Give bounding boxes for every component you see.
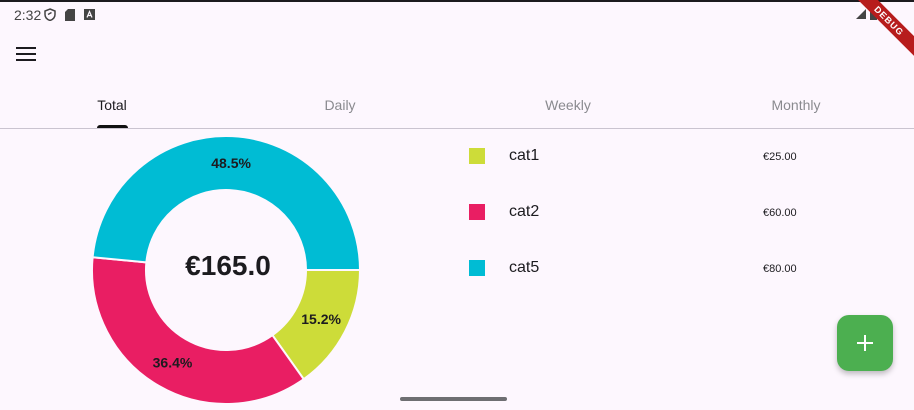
donut-slice-cat2 bbox=[91, 256, 306, 405]
tab-daily[interactable]: Daily bbox=[324, 97, 356, 113]
donut-percent-label: 15.2% bbox=[301, 311, 341, 327]
shield-icon bbox=[44, 8, 56, 21]
add-button[interactable] bbox=[837, 315, 893, 371]
donut-percent-label: 36.4% bbox=[153, 355, 193, 371]
legend-category-name: cat2 bbox=[509, 203, 540, 220]
legend-row-cat2: cat2 €60.00 bbox=[468, 196, 828, 228]
legend-category-name: cat1 bbox=[509, 147, 540, 164]
tab-total[interactable]: Total bbox=[97, 97, 127, 113]
legend-amount: €60.00 bbox=[763, 207, 797, 219]
tab-monthly[interactable]: Monthly bbox=[771, 97, 821, 113]
top-edge-line bbox=[0, 0, 914, 2]
legend-amount: €25.00 bbox=[763, 151, 797, 163]
hamburger-menu-icon bbox=[16, 47, 36, 61]
status-time: 2:32 bbox=[14, 7, 42, 23]
home-indicator bbox=[400, 397, 507, 401]
tab-weekly[interactable]: Weekly bbox=[545, 97, 591, 113]
menu-button[interactable] bbox=[10, 38, 42, 70]
legend-swatch bbox=[469, 204, 485, 220]
donut-percent-label: 48.5% bbox=[211, 155, 251, 171]
status-icons bbox=[44, 8, 95, 21]
center-total: €165.0 bbox=[185, 250, 271, 281]
add-icon bbox=[857, 335, 873, 351]
tab-indicator bbox=[97, 125, 128, 128]
legend-row-cat1: cat1 €25.00 bbox=[468, 140, 828, 172]
tab-bar: Total Daily Weekly Monthly bbox=[0, 84, 914, 129]
legend-row-cat5: cat5 €80.00 bbox=[468, 252, 828, 284]
signal-icon bbox=[856, 9, 866, 19]
legend-swatch bbox=[469, 148, 485, 164]
donut-chart-svg: 15.2% 36.4% 48.5% bbox=[91, 135, 362, 405]
donut-chart: 15.2% 36.4% 48.5% €165.0 bbox=[80, 128, 372, 410]
legend-amount: €80.00 bbox=[763, 263, 797, 275]
status-bar: 2:32 bbox=[0, 2, 914, 26]
sim-card-icon bbox=[65, 8, 75, 21]
legend-swatch bbox=[469, 260, 485, 276]
accessibility-badge-icon bbox=[84, 9, 95, 20]
legend-category-name: cat5 bbox=[509, 259, 540, 276]
donut-slice-cat5 bbox=[91, 135, 362, 271]
